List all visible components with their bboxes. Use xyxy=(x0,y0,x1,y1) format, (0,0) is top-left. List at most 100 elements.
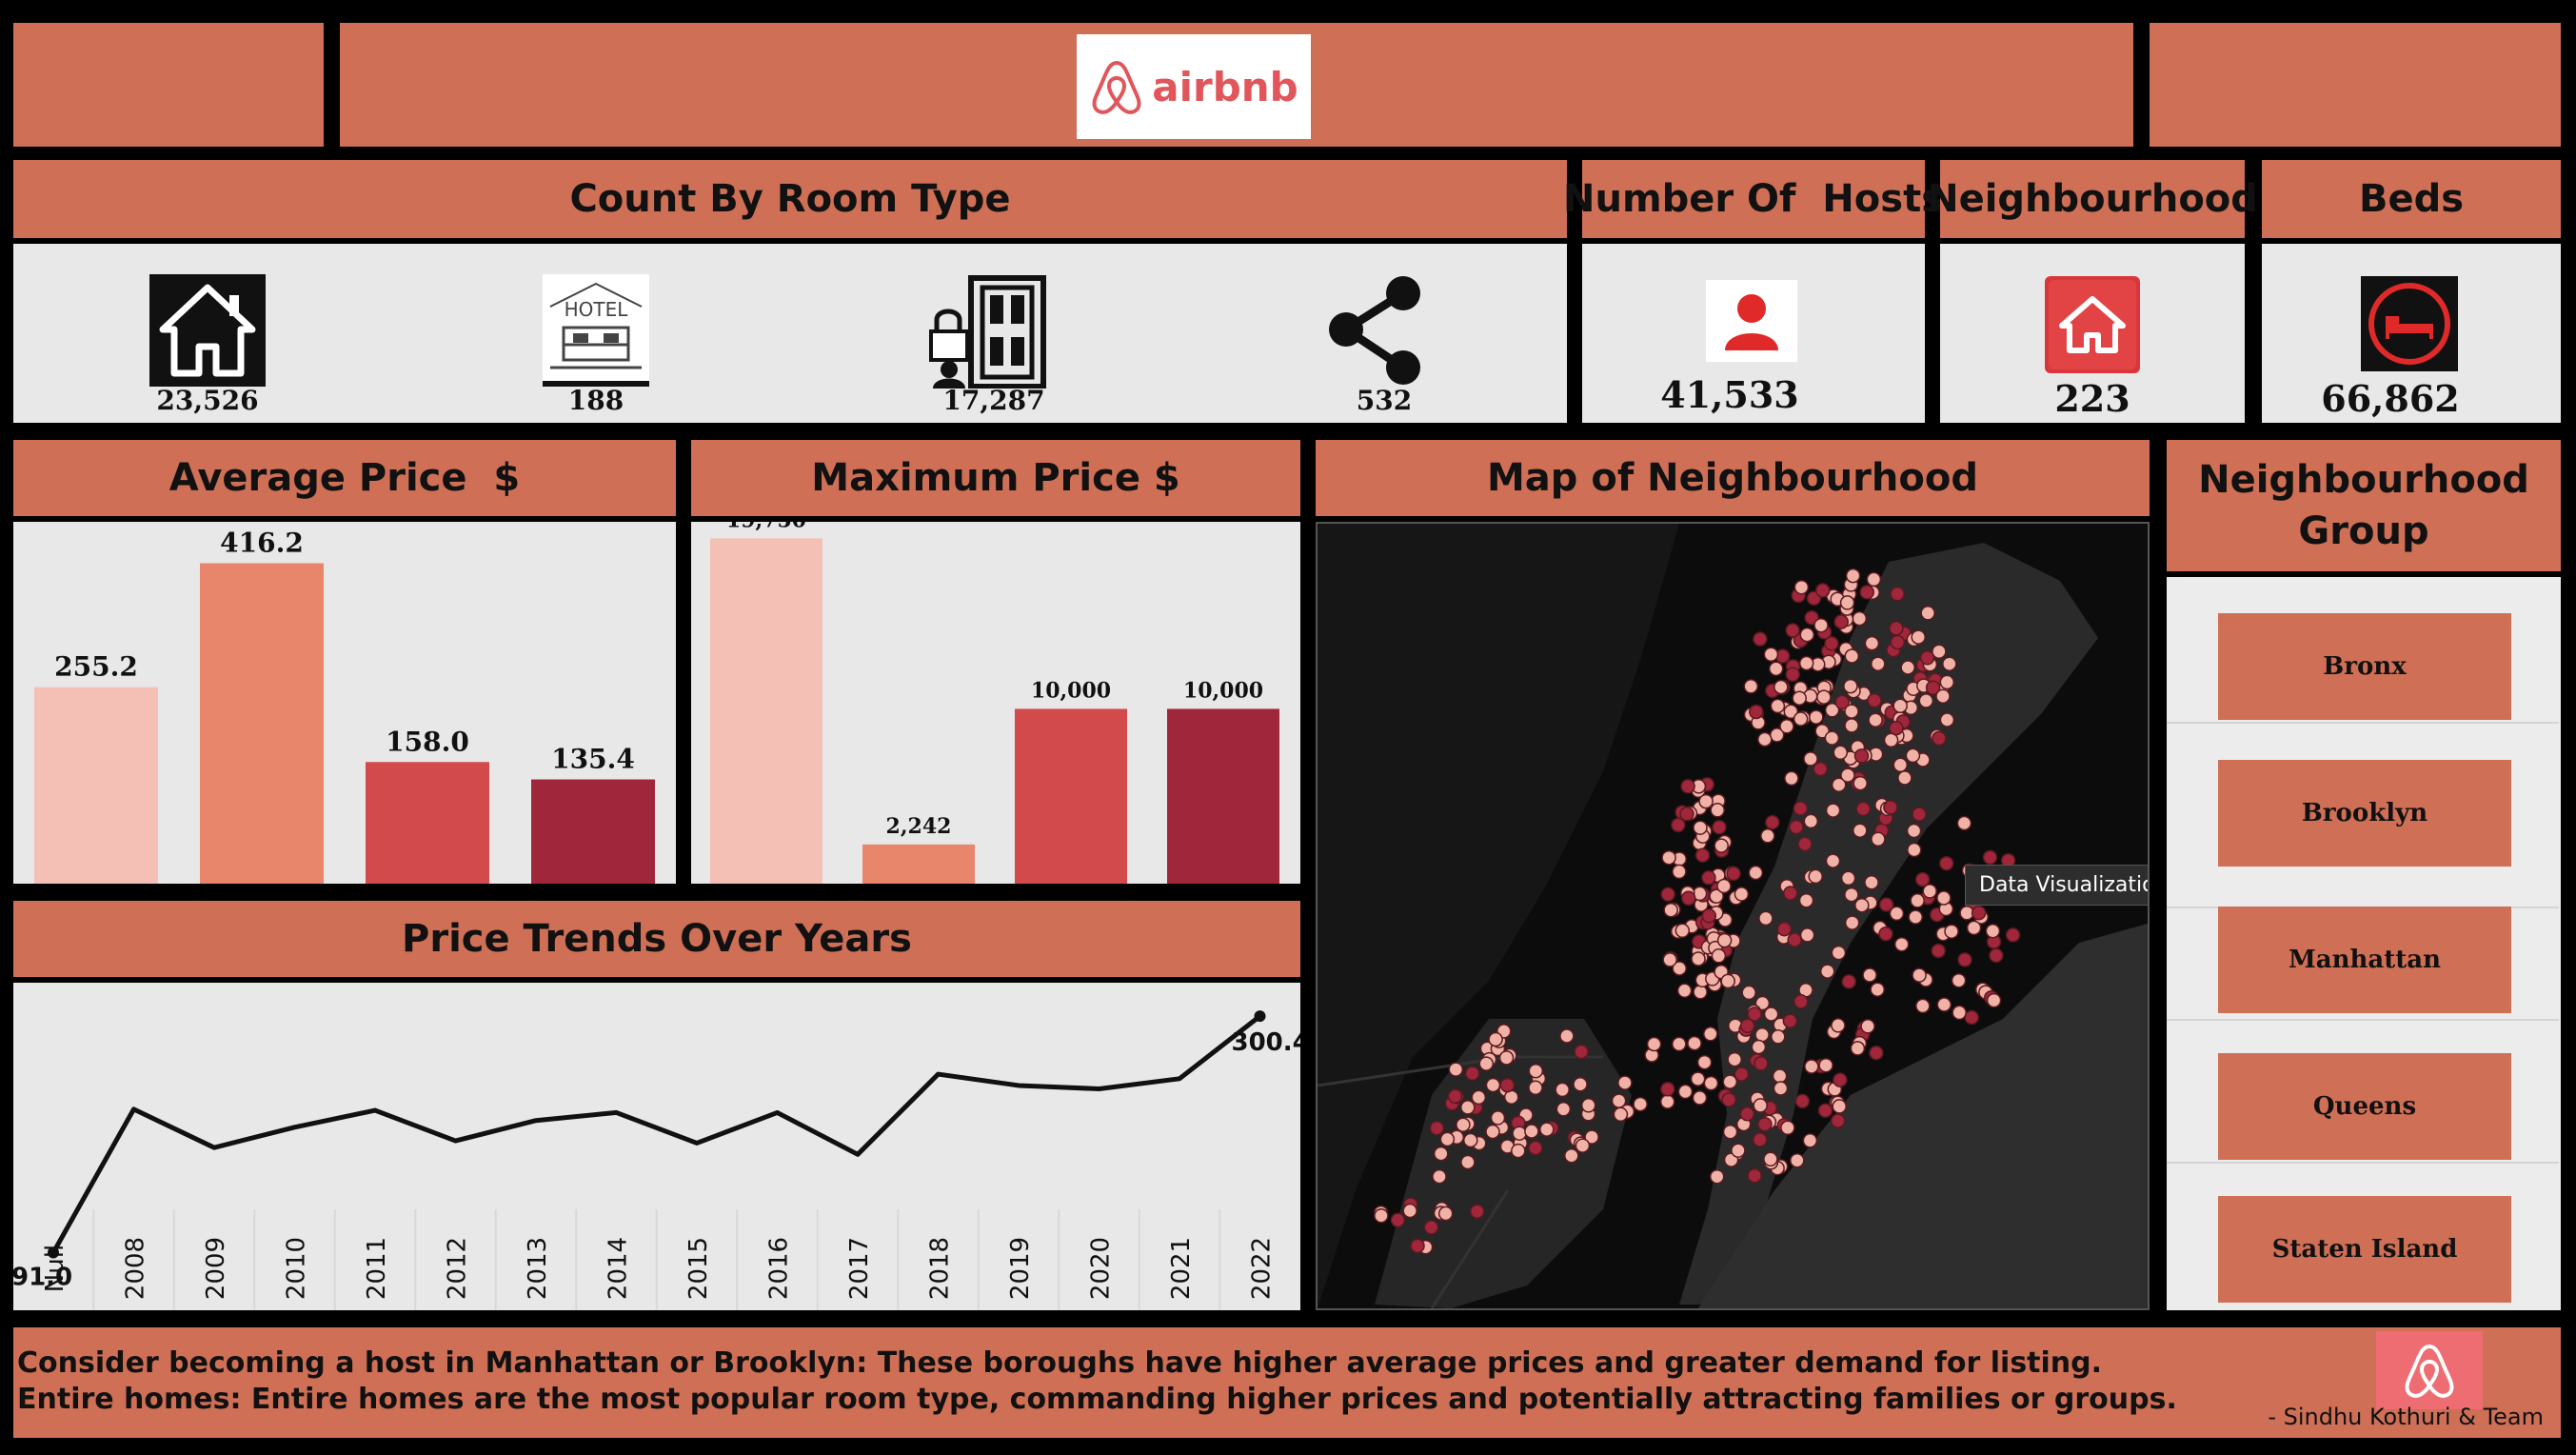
x-tick-label: 2019 xyxy=(1006,1237,1035,1300)
listing-marker xyxy=(1511,1143,1526,1159)
listing-marker xyxy=(1478,1056,1495,1071)
listing-marker xyxy=(1432,1168,1447,1185)
listing-marker xyxy=(1831,945,1847,961)
listing-marker xyxy=(1741,985,1756,1001)
listing-marker xyxy=(1844,915,1860,930)
listing-marker xyxy=(1839,595,1855,610)
neighbourhood-group-bronx[interactable]: Bronx xyxy=(2218,613,2511,720)
listing-marker xyxy=(1824,703,1840,718)
listing-marker xyxy=(1672,864,1687,880)
beds-value: 66,862 xyxy=(2321,377,2460,420)
average-price-bar-1[interactable] xyxy=(34,687,158,884)
listing-marker xyxy=(1900,660,1915,675)
maximum-price-chart: 19,750 2,242 10,000 10,000 xyxy=(710,508,1279,884)
listing-marker xyxy=(1905,747,1921,764)
neighbourhood-group-brooklyn[interactable]: Brooklyn xyxy=(2218,760,2511,867)
listing-marker xyxy=(1985,923,2001,939)
listing-marker xyxy=(1936,890,1952,906)
listing-marker xyxy=(1512,1126,1527,1141)
listing-marker xyxy=(1797,836,1813,852)
hosts-value: 41,533 xyxy=(1660,373,1799,416)
map-panel[interactable]: Data Visualization xyxy=(1316,522,2150,1310)
listing-marker xyxy=(1890,586,1905,602)
listing-marker xyxy=(1727,1051,1742,1067)
neighbourhood-group-manhattan[interactable]: Manhattan xyxy=(2218,907,2511,1013)
listing-marker xyxy=(1711,948,1727,964)
price-trends-title: Price Trends Over Years xyxy=(13,901,1300,977)
listing-marker xyxy=(1439,1131,1456,1147)
listing-marker xyxy=(1672,1036,1687,1052)
neighbourhood-group-panel: Bronx Brooklyn Manhattan Queens Staten I… xyxy=(2167,577,2561,1310)
listing-marker xyxy=(1712,819,1727,835)
beds-panel: 66,862 xyxy=(2262,244,2561,423)
listing-marker xyxy=(1760,828,1775,844)
neighbourhood-title: Neighbourhood xyxy=(1927,160,2258,238)
listing-marker xyxy=(1793,801,1809,816)
maximum-price-bar-2[interactable] xyxy=(862,844,975,884)
listing-marker xyxy=(1785,623,1800,638)
listing-marker xyxy=(1528,1063,1544,1079)
listing-marker xyxy=(1864,874,1879,890)
listing-marker xyxy=(1460,1100,1476,1115)
x-tick-label: 2018 xyxy=(926,1237,955,1300)
average-price-bar-4[interactable] xyxy=(531,779,655,884)
listing-marker xyxy=(1564,1147,1579,1164)
average-price-bar-3[interactable] xyxy=(366,762,489,884)
maximum-price-bar-4[interactable] xyxy=(1167,708,1279,884)
listing-marker xyxy=(1855,801,1872,817)
listing-marker xyxy=(1938,855,1954,871)
average-price-bar-2[interactable] xyxy=(200,563,324,884)
listing-marker xyxy=(1787,932,1802,947)
listing-marker xyxy=(1528,1080,1543,1096)
maximum-price-bar-1[interactable] xyxy=(710,538,822,884)
footer-insight-1: Consider becoming a host in Manhattan or… xyxy=(17,1346,2103,1380)
listing-marker xyxy=(1752,1132,1768,1147)
listing-marker xyxy=(1690,1071,1706,1086)
listing-marker xyxy=(1773,679,1789,695)
neighbourhood-group-staten-island[interactable]: Staten Island xyxy=(2218,1196,2511,1303)
listing-marker xyxy=(1488,1031,1503,1047)
listing-marker xyxy=(1794,1093,1811,1109)
private-room-door-icon xyxy=(929,275,1046,389)
listing-marker xyxy=(1693,985,1708,1000)
listing-marker xyxy=(1816,689,1832,705)
airbnb-logo[interactable]: airbnb xyxy=(1077,34,1311,139)
listing-marker xyxy=(1698,793,1714,809)
hosts-title: Number Of Hosts xyxy=(1563,160,1944,238)
price-trend-point-Null[interactable] xyxy=(48,1246,59,1259)
maximum-price-bar-label-4: 10,000 xyxy=(1183,678,1263,703)
listing-marker xyxy=(1789,819,1804,835)
listing-marker xyxy=(1580,1098,1596,1113)
listing-marker xyxy=(1793,579,1810,595)
bed-icon xyxy=(2361,276,2458,371)
listing-marker xyxy=(1804,609,1819,626)
listing-marker xyxy=(1783,704,1799,720)
listing-marker xyxy=(1559,1028,1575,1044)
listing-marker xyxy=(1661,849,1676,866)
price-trend-line[interactable] xyxy=(50,1014,1262,1254)
listing-marker xyxy=(1433,1146,1449,1162)
listing-marker xyxy=(1798,892,1814,908)
listing-marker xyxy=(1830,1113,1846,1128)
listing-marker xyxy=(1780,1120,1795,1136)
listing-marker xyxy=(1703,1026,1718,1042)
listing-marker xyxy=(1739,1106,1755,1122)
price-trend-point-2022[interactable] xyxy=(1254,1010,1266,1023)
listing-marker xyxy=(1731,1143,1746,1158)
neighbourhood-map[interactable] xyxy=(1318,524,2148,1308)
airbnb-belo-icon xyxy=(2405,1344,2454,1398)
listing-marker xyxy=(1734,1066,1750,1082)
listing-marker xyxy=(1754,1056,1769,1071)
maximum-price-bar-label-2: 2,242 xyxy=(886,814,952,839)
x-tick-label: 2011 xyxy=(363,1237,391,1300)
listing-marker xyxy=(1763,1151,1778,1167)
listing-marker xyxy=(1784,770,1799,787)
neighbourhood-group-queens[interactable]: Queens xyxy=(2218,1053,2511,1160)
listing-marker xyxy=(1942,656,1957,671)
listing-marker xyxy=(1907,842,1922,858)
average-price-title: Average Price $ xyxy=(13,440,676,516)
listing-marker xyxy=(1869,1045,1884,1061)
maximum-price-bar-3[interactable] xyxy=(1015,708,1127,884)
listing-marker xyxy=(1793,994,1809,1009)
listing-marker xyxy=(1889,720,1904,736)
